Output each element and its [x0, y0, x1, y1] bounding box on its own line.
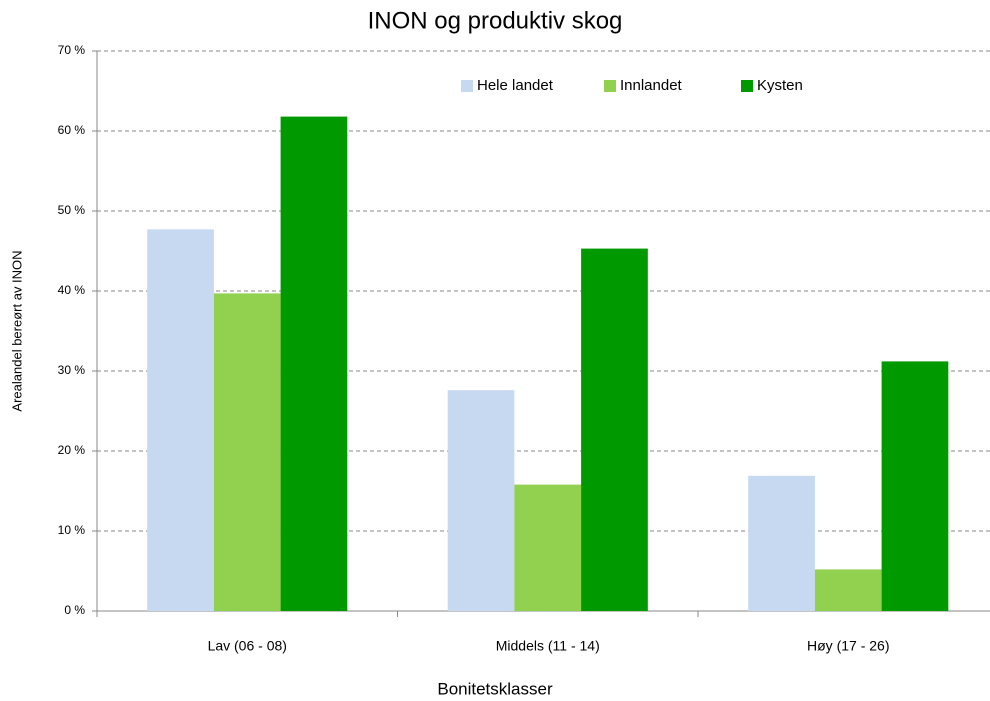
- bar: [814, 569, 882, 611]
- bar: [581, 248, 648, 611]
- bar: [447, 390, 515, 611]
- y-tick-label: 70 %: [58, 43, 86, 57]
- y-tick-label: 10 %: [58, 523, 86, 537]
- legend-swatch: [461, 80, 473, 92]
- bar: [748, 475, 815, 611]
- y-tick-label: 30 %: [58, 363, 86, 377]
- legend-label: Hele landet: [477, 77, 554, 94]
- bar: [514, 484, 582, 611]
- x-tick-label: Lav (06 - 08): [208, 638, 287, 654]
- legend-label: Innlandet: [620, 77, 683, 94]
- bar: [881, 361, 949, 611]
- y-tick-label: 60 %: [58, 123, 86, 137]
- x-tick-label: Middels (11 - 14): [496, 638, 600, 654]
- legend-label: Kysten: [757, 77, 803, 94]
- x-axis-label: Bonitetsklasser: [437, 679, 553, 698]
- y-tick-label: 40 %: [58, 283, 86, 297]
- y-tick-label: 20 %: [58, 443, 86, 457]
- bar: [213, 293, 281, 611]
- y-axis-label: Arealandel bereørt av INON: [9, 250, 24, 411]
- legend-swatch: [604, 80, 616, 92]
- legend-swatch: [741, 80, 753, 92]
- bar: [147, 229, 214, 611]
- x-tick-label: Høy (17 - 26): [807, 638, 889, 654]
- y-tick-label: 50 %: [58, 203, 86, 217]
- chart-title: INON og produktiv skog: [368, 7, 623, 34]
- bar: [280, 116, 348, 611]
- y-tick-label: 0 %: [64, 603, 85, 617]
